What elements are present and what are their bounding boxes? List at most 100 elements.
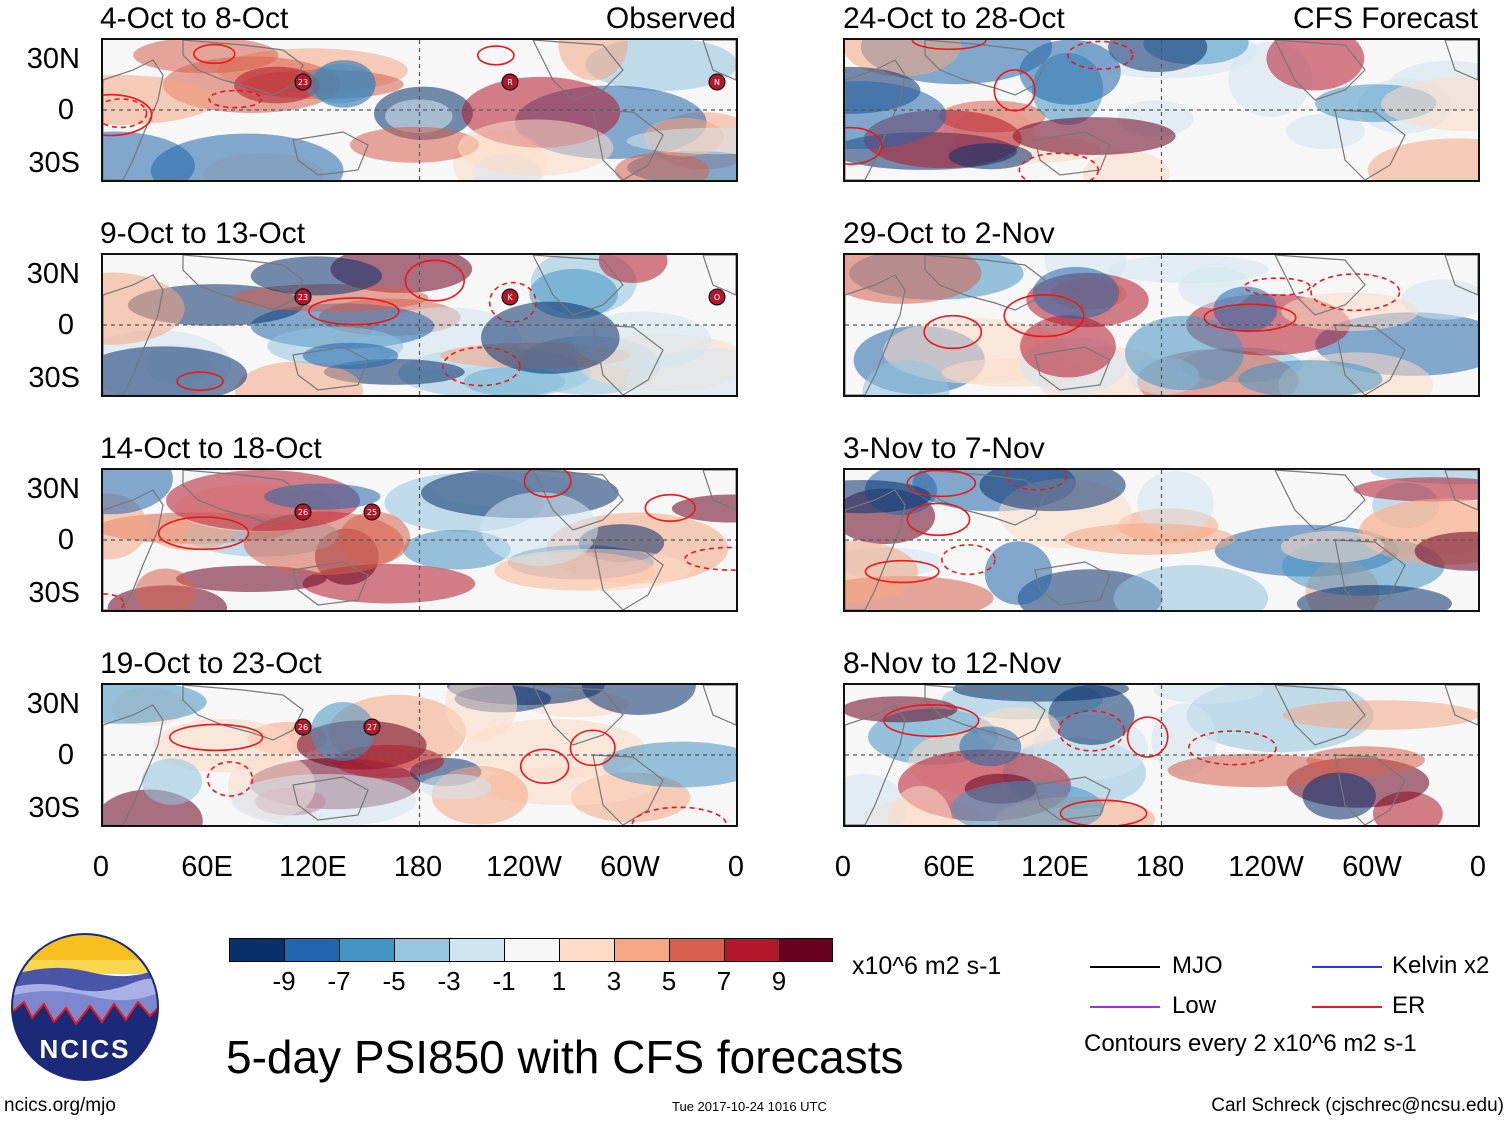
anomaly-blob	[235, 361, 364, 395]
lat-label: 30S	[28, 577, 80, 609]
lon-label: 120W	[1228, 851, 1304, 883]
anomaly-blob	[141, 758, 202, 805]
coastline	[182, 255, 304, 311]
er-contour	[993, 69, 1036, 112]
er-contour	[644, 493, 696, 523]
map-panel-5: 26 25	[101, 468, 738, 612]
map-field-2	[845, 40, 1478, 180]
coastline	[924, 255, 1046, 311]
lon-label: 180	[1135, 851, 1185, 883]
coastline	[702, 470, 736, 511]
anomaly-blob	[1108, 40, 1208, 72]
author-credit: Carl Schreck (cjschrec@ncsu.edu)	[1211, 1095, 1504, 1116]
legend-line-mjo	[1090, 966, 1160, 968]
coastline	[103, 704, 164, 825]
lat-label: 0	[57, 94, 74, 126]
map-panel-4	[843, 253, 1480, 397]
coastline	[702, 685, 736, 726]
er-contour	[1003, 294, 1085, 338]
anomaly-blob	[979, 470, 1126, 512]
colorbar-swatch	[339, 938, 395, 962]
lat-label: 30S	[28, 362, 80, 394]
coastline	[845, 274, 906, 395]
anomaly-blob	[444, 685, 517, 741]
map-field-4	[845, 255, 1478, 395]
colorbar-label: -9	[272, 966, 296, 996]
panel-5-title: 14-Oct to 18-Oct	[100, 432, 322, 465]
map-field-7: 26 27	[103, 685, 736, 825]
coastline	[292, 131, 369, 176]
coastline	[292, 346, 369, 391]
lon-label: 0	[1469, 851, 1487, 883]
anomaly-blob	[103, 272, 185, 345]
er-contour	[103, 93, 153, 137]
coastline	[592, 324, 664, 395]
anomaly-blob	[1167, 753, 1343, 788]
panel-6-title: 3-Nov to 7-Nov	[843, 432, 1045, 465]
map-panel-2	[843, 38, 1480, 182]
coastline	[702, 255, 736, 296]
er-contour	[308, 297, 400, 326]
timestamp: Tue 2017-10-24 1016 UTC	[672, 1099, 827, 1114]
anomaly-blob	[959, 726, 1022, 767]
anomaly-blob	[845, 540, 919, 603]
er-contour	[1126, 716, 1169, 758]
anomaly-blob	[952, 685, 1130, 702]
coastline	[1334, 754, 1406, 825]
colorbar-label: -7	[327, 966, 351, 996]
lat-label: 30N	[26, 473, 80, 505]
coastline	[845, 489, 906, 610]
storm-marker: 25	[363, 503, 381, 521]
er-contour	[1067, 40, 1134, 70]
anomaly-blob	[150, 133, 344, 180]
er-contour	[157, 516, 250, 551]
coastline	[924, 470, 1046, 526]
anomaly-blob	[1282, 700, 1478, 730]
legend-label-kelvin: Kelvin x2	[1392, 952, 1490, 979]
coastline	[103, 489, 164, 610]
coastline	[1334, 324, 1406, 395]
anomaly-blob	[1137, 471, 1214, 536]
map-field-6	[845, 470, 1478, 610]
panel-1-tag: Observed	[605, 2, 736, 35]
map-panel-1: 23 R N	[101, 38, 738, 182]
anomaly-blob	[671, 494, 736, 523]
lon-label: 0	[727, 851, 745, 883]
storm-label: 26	[298, 723, 308, 732]
storm-label: O	[714, 293, 720, 302]
colorbar-label: 3	[606, 966, 622, 996]
storm-marker: K	[501, 288, 519, 306]
colorbar-swatch	[669, 938, 725, 962]
map-field-3: 23 K O	[103, 255, 736, 395]
legend-line-er	[1312, 1006, 1382, 1008]
coastline	[103, 274, 164, 395]
coastline	[182, 685, 304, 741]
er-contour	[103, 98, 148, 129]
anomaly-blob	[602, 741, 736, 788]
anomaly-blob	[480, 301, 620, 374]
colorbar-swatch	[229, 938, 285, 962]
anomaly-blob	[845, 696, 958, 723]
coastline	[532, 685, 624, 746]
lat-label: 30S	[28, 792, 80, 824]
coastline	[103, 59, 164, 180]
footer-url[interactable]: ncics.org/mjo	[4, 1095, 116, 1116]
coastline	[924, 40, 1046, 96]
anomaly-blob	[103, 75, 217, 125]
panel-8-title: 8-Nov to 12-Nov	[843, 647, 1062, 680]
coastline	[845, 704, 906, 825]
panel-1-title: 4-Oct to 8-Oct	[100, 2, 289, 35]
storm-marker: 23	[294, 73, 312, 91]
anomaly-blob	[1280, 530, 1385, 563]
colorbar-label: 7	[716, 966, 732, 996]
anomaly-blob	[1113, 565, 1268, 610]
storm-marker: 26	[294, 718, 312, 736]
storm-marker: R	[501, 73, 519, 91]
anomaly-blob	[1414, 531, 1478, 571]
panel-2-tag: CFS Forecast	[1292, 2, 1478, 35]
storm-label: 23	[298, 78, 308, 87]
anomaly-blob	[1380, 76, 1478, 132]
coastline	[1334, 539, 1406, 610]
anomaly-blob	[845, 255, 982, 304]
lon-label: 120E	[1021, 851, 1089, 883]
